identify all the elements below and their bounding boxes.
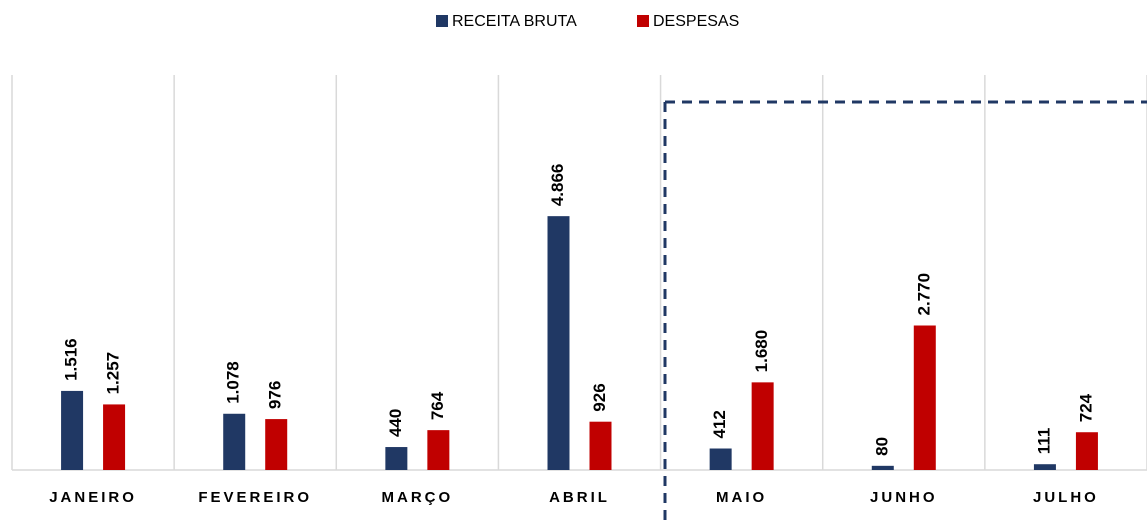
data-label: 1.680: [752, 330, 771, 373]
x-tick-label: FEVEREIRO: [198, 489, 312, 506]
data-label: 1.078: [224, 361, 243, 404]
bar: [1075, 432, 1098, 470]
data-label: 764: [428, 391, 447, 420]
bar: [709, 448, 732, 470]
bar: [547, 216, 570, 470]
x-tick-label: JANEIRO: [49, 489, 137, 506]
bar: [913, 325, 936, 470]
x-tick-label: MAIO: [716, 489, 767, 506]
data-label: 440: [386, 409, 405, 437]
bar: [265, 419, 288, 470]
data-label: 1.516: [62, 338, 81, 381]
bar: [223, 413, 246, 470]
data-label: 976: [266, 381, 285, 409]
legend-swatch: [637, 15, 649, 27]
legend-swatch: [436, 15, 448, 27]
data-label: 412: [710, 410, 729, 438]
data-label: 724: [1076, 393, 1095, 422]
x-tick-label: JUNHO: [870, 489, 938, 506]
x-tick-label: ABRIL: [549, 489, 610, 506]
plot: JANEIRO 1.516 1.257 FEVEREIRO 1.078 976 MARÇO 4…: [11, 13, 1147, 506]
data-label: 926: [590, 383, 609, 411]
bar: [427, 430, 450, 470]
legend-label: RECEITA BRUTA: [452, 13, 577, 30]
x-tick-label: JULHO: [1033, 489, 1099, 506]
bar: [385, 447, 408, 470]
bar: [103, 404, 126, 470]
x-tick-label: MARÇO: [382, 489, 454, 506]
data-label: 1.257: [104, 352, 123, 395]
data-label: 2.770: [914, 273, 933, 316]
data-label: 111: [1034, 428, 1053, 455]
bar: [61, 390, 84, 470]
bar: [751, 382, 774, 470]
bar: [1033, 464, 1056, 470]
bar: [871, 465, 894, 470]
data-label: 80: [872, 437, 891, 456]
legend-label: DESPESAS: [653, 13, 739, 30]
bar: [589, 421, 612, 470]
data-label: 4.866: [548, 164, 567, 207]
